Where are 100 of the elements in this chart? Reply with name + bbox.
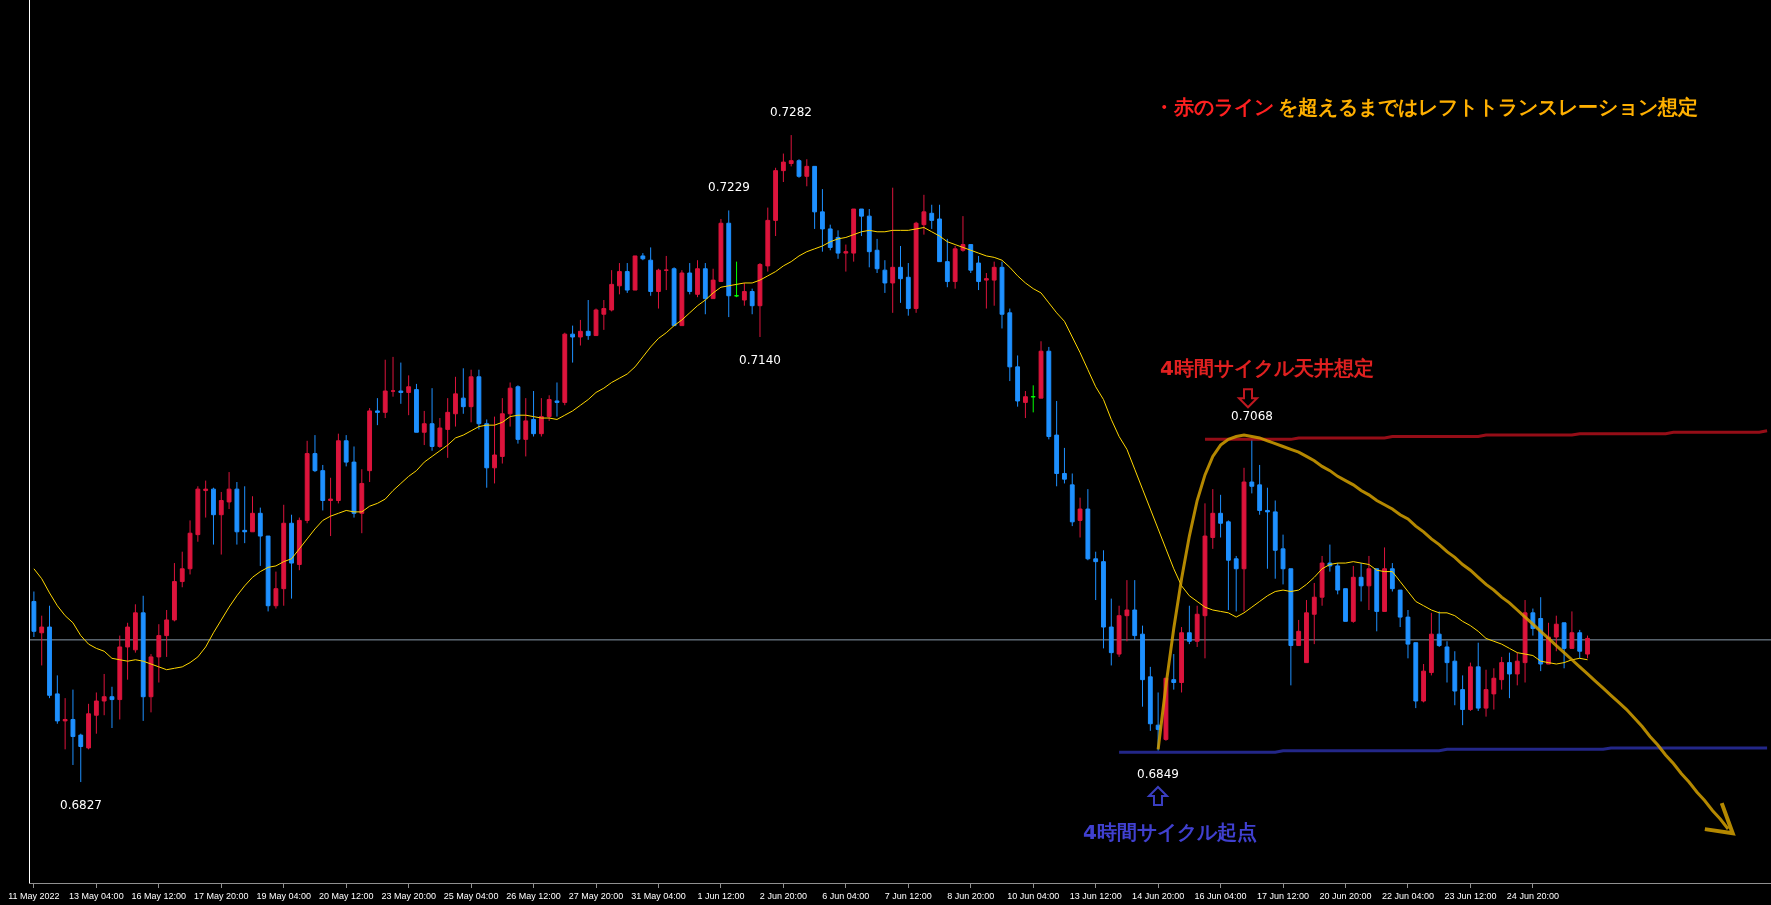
candlestick: [765, 207, 771, 273]
candlestick: [421, 410, 427, 446]
x-tick-label: 20 Jun 20:00: [1319, 890, 1372, 901]
candlestick: [1436, 610, 1442, 648]
candlestick: [1319, 555, 1325, 607]
candlestick: [1405, 609, 1411, 659]
candlestick: [1382, 546, 1387, 612]
candlestick: [1249, 438, 1255, 494]
candlestick: [1421, 663, 1426, 703]
candlestick: [656, 268, 661, 310]
candlestick: [343, 434, 349, 467]
candlestick: [1069, 472, 1075, 527]
candlestick: [437, 417, 443, 449]
candlestick: [718, 218, 724, 283]
candlestick: [1553, 615, 1559, 652]
candlestick: [648, 246, 654, 297]
candlestick: [172, 562, 177, 622]
x-tick-label: 24 Jun 20:00: [1506, 890, 1559, 901]
candlestick: [1296, 619, 1302, 647]
candlestick: [1389, 562, 1395, 593]
candlestick: [991, 261, 997, 307]
candlestick: [492, 416, 497, 484]
candlestick: [101, 673, 107, 716]
candlestick: [211, 487, 216, 546]
candlestick: [1304, 599, 1309, 664]
x-tick-label: 6 Jun 04:00: [822, 890, 870, 901]
candlestick: [952, 245, 958, 290]
candlestick: [624, 262, 630, 294]
candlestick: [804, 158, 810, 187]
candlestick: [93, 691, 99, 735]
candlestick: [710, 268, 716, 300]
candlestick: [531, 390, 536, 438]
candlestick: [671, 266, 677, 327]
candlestick: [577, 319, 583, 347]
candlestick: [1311, 582, 1317, 645]
candlestick: [757, 262, 763, 338]
candlestick: [788, 134, 794, 167]
candlestick: [1343, 588, 1348, 622]
candlestick: [1015, 354, 1021, 408]
x-tick-label: 27 May 20:00: [568, 890, 624, 901]
candlestick: [1444, 640, 1450, 684]
candlestick: [351, 445, 357, 519]
candlestick: [234, 481, 240, 546]
x-tick-label: 13 May 04:00: [69, 890, 124, 901]
candlestick: [617, 262, 622, 295]
candlestick: [890, 187, 896, 314]
candlestick: [1514, 652, 1520, 686]
candlestick: [1218, 494, 1224, 538]
candlestick: [390, 356, 396, 398]
candlestick: [1023, 390, 1028, 419]
candlestick: [1093, 551, 1099, 601]
candlestick: [312, 434, 318, 473]
annotation: を超えるまではレフトトランスレーション想定: [1278, 95, 1698, 119]
candlestick: [1428, 612, 1434, 676]
candlestick: [593, 308, 599, 337]
candlestick: [304, 440, 310, 524]
candlestick: [281, 504, 287, 607]
candlestick: [632, 255, 638, 291]
candlestick: [226, 471, 232, 510]
candlestick: [367, 407, 373, 483]
x-tick-label: 10 Jun 04:00: [1007, 890, 1060, 901]
candlestick: [31, 591, 37, 638]
candlestick: [320, 464, 326, 511]
candlestick: [905, 262, 911, 317]
candlestick: [242, 485, 248, 544]
x-tick-label: 25 May 04:00: [443, 890, 499, 901]
x-tick-label: 31 May 04:00: [631, 890, 686, 901]
candlestick: [1577, 629, 1583, 659]
candlestick: [148, 653, 154, 713]
annotation: 0.6827: [60, 798, 102, 812]
candlestick: [570, 325, 576, 364]
x-tick-label: 20 May 12:00: [318, 890, 374, 901]
annotation: 0.7282: [770, 105, 812, 119]
candlestick: [913, 221, 919, 314]
candlestick: [1101, 549, 1106, 649]
candlestick: [609, 269, 615, 312]
candlestick: [453, 376, 458, 428]
candlestick: [468, 369, 474, 423]
candlestick: [1054, 400, 1060, 487]
annotation: 0.7068: [1231, 409, 1273, 423]
candlestick: [117, 635, 123, 720]
candlestick: [843, 244, 849, 273]
candlestick: [195, 485, 201, 543]
candlestick: [1171, 653, 1177, 691]
candlestick: [999, 261, 1005, 329]
candlestick: [515, 384, 521, 445]
candlestick: [1077, 497, 1083, 538]
candlestick: [976, 255, 981, 291]
candlestick: [1452, 650, 1458, 706]
candlestick: [203, 480, 209, 519]
candlestick: [1499, 656, 1505, 691]
annotation: 4時間サイクル天井想定: [1160, 356, 1374, 380]
candlestick: [296, 517, 302, 571]
candlestick: [1350, 565, 1356, 624]
candlestick: [460, 367, 466, 415]
candlestick: [218, 491, 224, 556]
candlestick: [1561, 622, 1567, 669]
x-tick-label: 8 Jun 20:00: [947, 890, 995, 901]
candlestick: [1155, 691, 1161, 752]
candlestick: [929, 204, 935, 230]
